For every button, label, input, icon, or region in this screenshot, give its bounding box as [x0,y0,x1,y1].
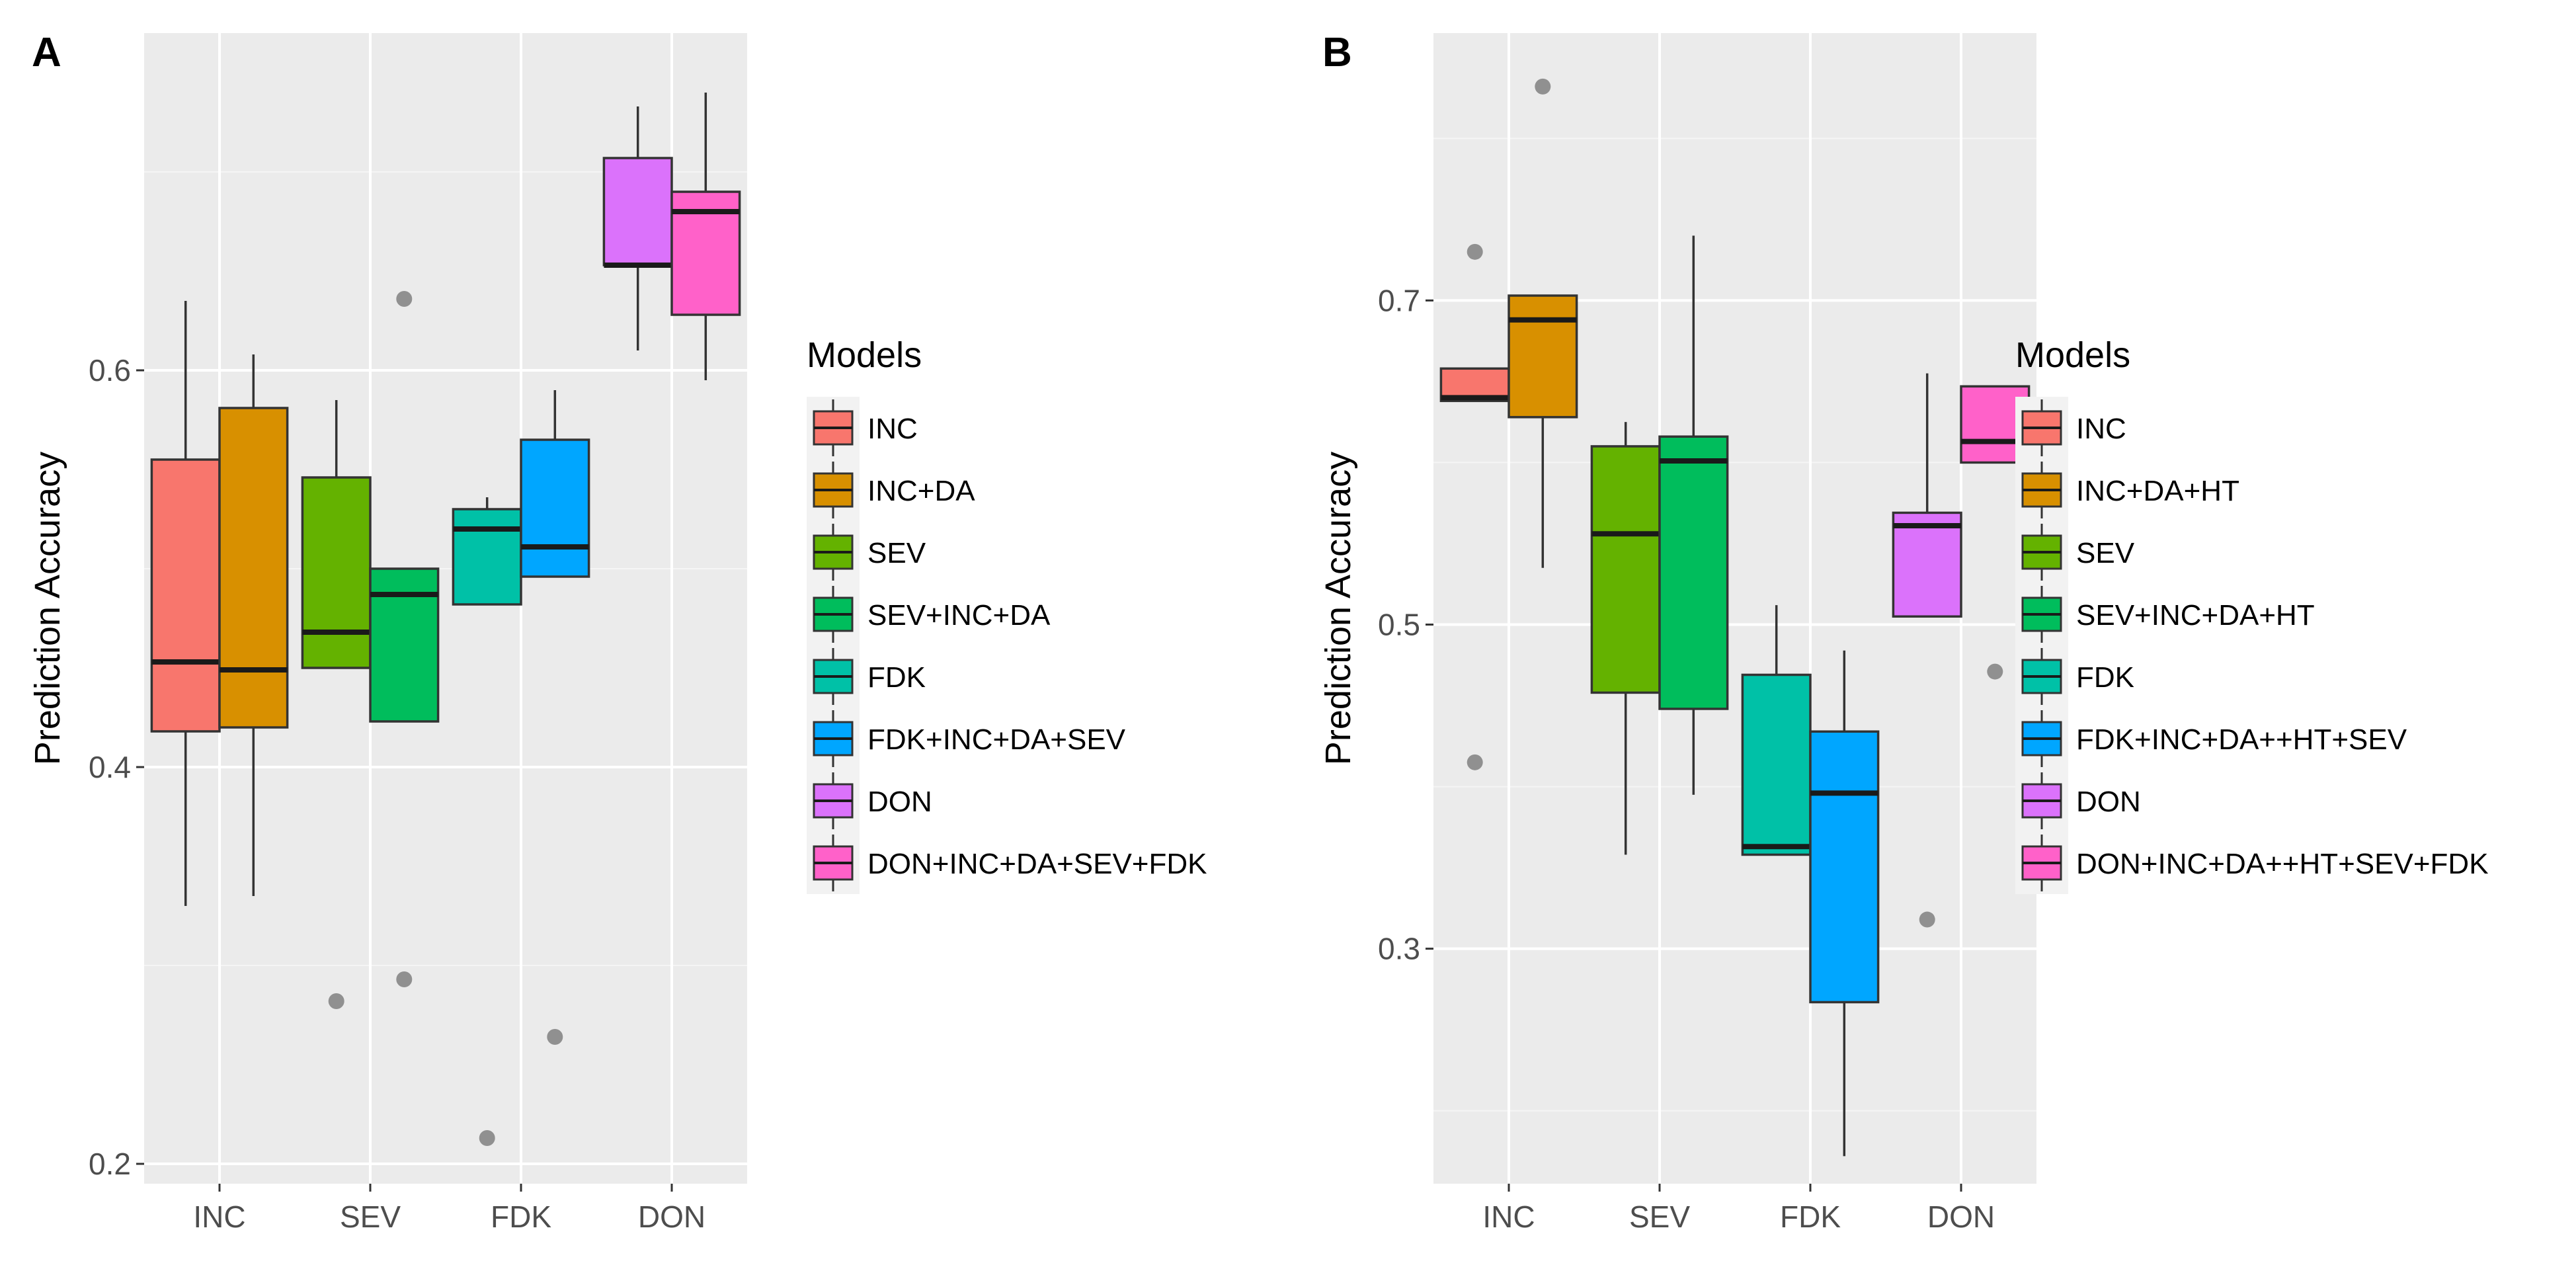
legend-label: INC+DA [867,475,975,507]
box-body [1508,294,1578,419]
y-tick-label: 0.6 [89,353,131,388]
outlier-point [1919,911,1935,928]
legend-label: FDK+INC+DA+SEV [867,723,1126,756]
legend-label: FDK [2076,661,2134,694]
y-tick-label: 0.5 [1378,608,1420,642]
y-axis-title: Prediction Accuracy [1318,452,1358,765]
box-don [1892,373,1962,928]
legend-entry: FDK [807,645,926,708]
legend-label: SEV+INC+DA [867,599,1051,632]
chart-panel-a: 0.2 0.4 0.6 INC SEV FDK DON Prediction Accuracy… [28,30,1207,1234]
box-inc [1439,243,1510,770]
box-body [369,567,440,723]
box-body [520,438,590,578]
box-body [1590,445,1661,694]
panel-label: A [32,30,61,75]
legend-entry: INC+DA [807,459,975,521]
box-body [301,476,372,669]
legend-entry: INC+DA+HT [2015,459,2239,521]
box-body [1892,511,1962,618]
legend-title: Models [807,335,922,375]
x-tick-label: DON [638,1200,705,1234]
box-body [218,407,289,729]
legend-label: DON [867,786,932,818]
outlier-point [1987,663,2003,680]
legend-entry: FDK+INC+DA+SEV [807,708,1126,770]
x-tick-label: INC [193,1200,245,1234]
y-tick-label: 0.3 [1378,932,1420,966]
legend-entry: SEV+INC+DA [807,583,1051,645]
legend-label: FDK [867,661,926,694]
legend-entry: INC [807,397,918,459]
outlier-point [1467,754,1483,770]
legend-entry: FDK+INC+DA++HT+SEV [2015,708,2407,770]
y-tick-label: 0.7 [1378,283,1420,317]
box-body [602,157,673,266]
x-tick-label: FDK [491,1200,551,1234]
legend-label: SEV [2076,537,2135,569]
box-don [602,106,673,350]
legend-label: INC [2076,413,2126,445]
legend-entry: FDK [2015,645,2134,708]
box-sev-inc-da-ht [1658,235,1729,795]
y-tick-label: 0.4 [89,750,131,784]
x-tick-label: DON [1927,1200,1995,1234]
box-body [1809,730,1880,1004]
outlier-point [328,993,344,1009]
legend-label: DON+INC+DA++HT+SEV+FDK [2076,848,2489,880]
legend-label: DON+INC+DA+SEV+FDK [867,848,1207,880]
y-axis-title: Prediction Accuracy [28,452,67,765]
legend-label: DON [2076,786,2141,818]
box-inc [150,301,221,906]
outlier-point [1467,243,1483,260]
box-body [1658,435,1729,710]
box-body [150,458,221,733]
legend-label: SEV [867,537,926,569]
box-sev-inc-da [369,291,440,987]
outlier-point [1535,78,1551,95]
legend-entry: DON [2015,770,2141,832]
legend-entry: SEV+INC+DA+HT [2015,583,2315,645]
legend-entry: INC [2015,397,2126,459]
box-fdk-inc-da-ht-sev [1809,650,1880,1157]
legend-label: FDK+INC+DA++HT+SEV [2076,723,2407,756]
box-body [452,508,522,606]
box-fdk [452,497,522,1146]
x-tick-label: SEV [1629,1200,1690,1234]
box-inc-da-ht [1508,78,1578,568]
box-inc-da [218,354,289,896]
legend-entry: SEV [2015,521,2135,583]
x-tick-label: FDK [1780,1200,1841,1234]
x-tick-label: SEV [340,1200,401,1234]
legend-entry: DON [807,770,932,832]
legend-label: INC+DA+HT [2076,475,2239,507]
box-sev [301,400,372,1009]
legend-title: Models [2015,335,2130,375]
x-tick-label: INC [1482,1200,1535,1234]
panel-label: B [1322,30,1352,75]
legend-label: SEV+INC+DA+HT [2076,599,2315,632]
legend-entry: DON+INC+DA+SEV+FDK [807,832,1207,894]
outlier-point [396,291,413,307]
box-fdk-inc-da-sev [520,390,590,1045]
box-don-inc-da-sev-fdk [670,93,741,380]
box-sev [1590,422,1661,855]
legend-entry: SEV [807,521,926,583]
outlier-point [396,971,413,987]
outlier-point [479,1130,495,1146]
box-body [1741,673,1812,856]
legend-entry: DON+INC+DA++HT+SEV+FDK [2015,832,2489,894]
outlier-point [547,1029,563,1045]
chart-panel-b: 0.3 0.5 0.7 INC SEV FDK DON Prediction Accuracy… [1318,30,2489,1234]
legend-label: INC [867,413,918,445]
y-tick-label: 0.2 [89,1147,131,1181]
